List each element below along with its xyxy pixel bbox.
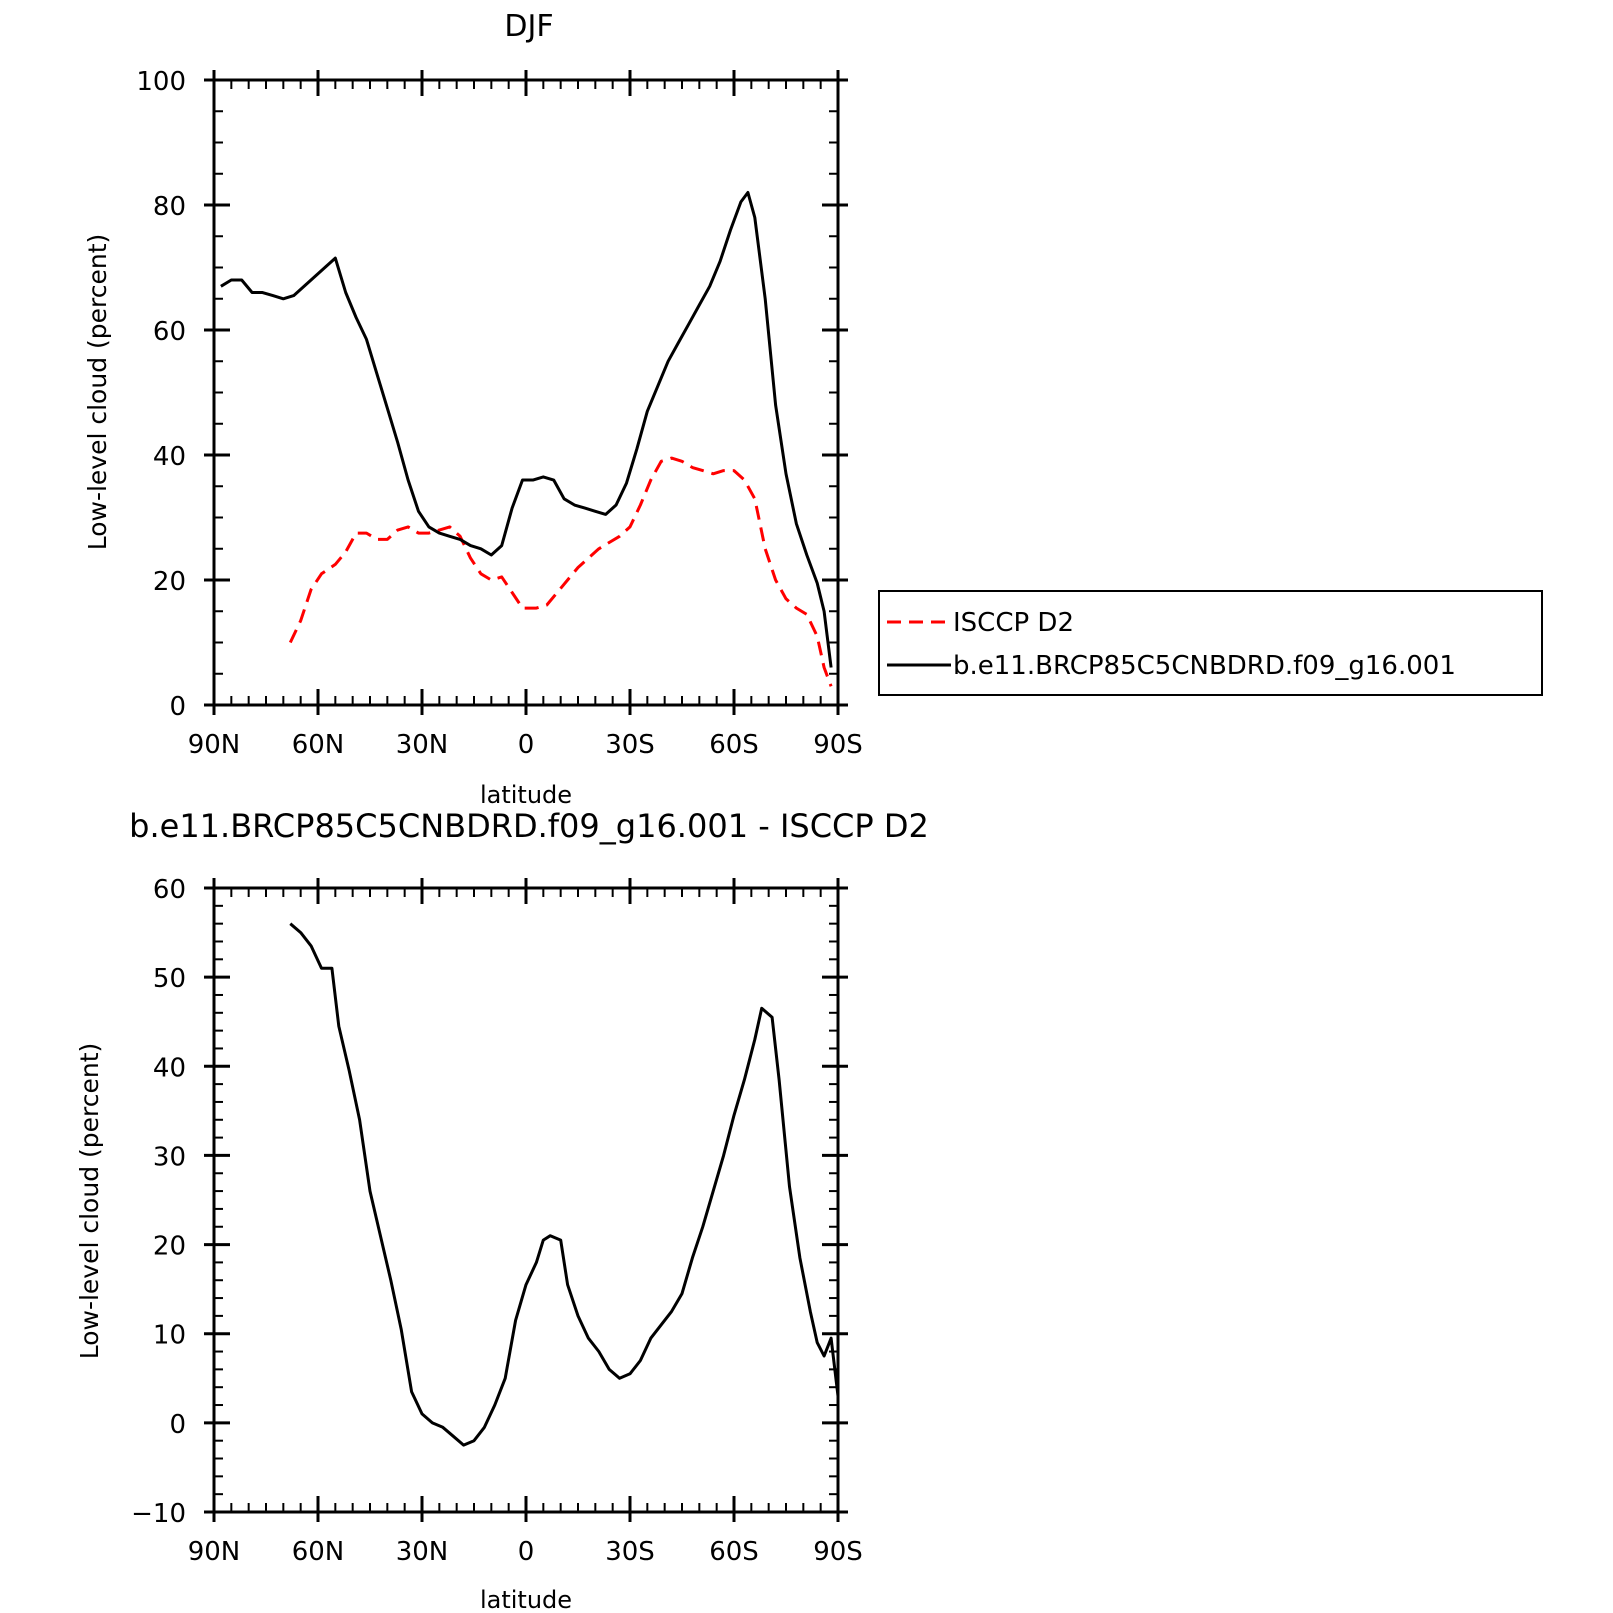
x-axis-label: latitude [480, 781, 572, 809]
y-tick-label: 40 [153, 442, 186, 472]
x-tick-label: 60N [292, 730, 345, 760]
x-tick-label: 0 [518, 730, 535, 760]
series-group [289, 922, 840, 1447]
y-tick-labels: −10 0 10 20 30 40 50 60 [131, 875, 186, 1529]
y-axis-label: Low-level cloud (percent) [75, 1043, 104, 1360]
series-line-0 [288, 456, 833, 687]
x-tick-label: 60N [292, 1537, 345, 1567]
y-tick-label: 80 [153, 192, 186, 222]
x-tick-label: 30S [605, 730, 655, 760]
x-tick-label: 30N [396, 1537, 449, 1567]
series-group [220, 191, 833, 687]
y-tick-label: −10 [131, 1499, 186, 1529]
y-axis-label: Low-level cloud (percent) [83, 234, 112, 551]
panel-title: b.e11.BRCP85C5CNBDRD.f09_g16.001 - ISCCP… [129, 807, 929, 845]
x-tick-labels: 90N 60N 30N 0 30S 60S 90S [188, 1537, 863, 1567]
plot-frame [212, 886, 840, 1514]
y-tick-label: 0 [169, 1410, 186, 1440]
legend-label-isccp-d2: ISCCP D2 [953, 608, 1074, 638]
plot-frame [212, 78, 840, 707]
legend-label-model: b.e11.BRCP85C5CNBDRD.f09_g16.001 [953, 651, 1456, 681]
x-tick-label: 60S [709, 1537, 759, 1567]
series-line-1 [220, 191, 833, 668]
x-tick-labels: 90N 60N 30N 0 30S 60S 90S [188, 730, 863, 760]
y-tick-label: 50 [153, 964, 186, 994]
panel-difference: b.e11.BRCP85C5CNBDRD.f09_g16.001 - ISCCP… [75, 807, 929, 1613]
axes-ticks [204, 878, 848, 1522]
y-tick-label: 20 [153, 1232, 186, 1262]
y-tick-label: 100 [136, 67, 186, 97]
x-tick-label: 0 [518, 1537, 535, 1567]
y-tick-label: 40 [153, 1053, 186, 1083]
series-line-0 [289, 922, 840, 1447]
panel-djf: DJF 90N 60N 30N 0 30S 60S 90S 0 20 40 60 80 100 lat… [83, 9, 863, 809]
x-tick-label: 90S [813, 730, 863, 760]
x-tick-label: 90S [813, 1537, 863, 1567]
x-tick-label: 30S [605, 1537, 655, 1567]
x-axis-label: latitude [480, 1586, 572, 1613]
y-tick-label: 10 [153, 1321, 186, 1351]
y-tick-label: 60 [153, 875, 186, 905]
x-tick-label: 30N [396, 730, 449, 760]
x-tick-label: 90N [188, 1537, 241, 1567]
panel-title: DJF [504, 9, 553, 44]
x-tick-label: 90N [188, 730, 241, 760]
legend-box [878, 590, 1543, 696]
y-tick-label: 30 [153, 1142, 186, 1172]
legend: ISCCP D2 b.e11.BRCP85C5CNBDRD.f09_g16.00… [878, 590, 1543, 696]
y-tick-label: 0 [169, 692, 186, 722]
y-tick-label: 20 [153, 567, 186, 597]
x-tick-label: 60S [709, 730, 759, 760]
y-tick-label: 60 [153, 317, 186, 347]
y-tick-labels: 0 20 40 60 80 100 [136, 67, 186, 722]
